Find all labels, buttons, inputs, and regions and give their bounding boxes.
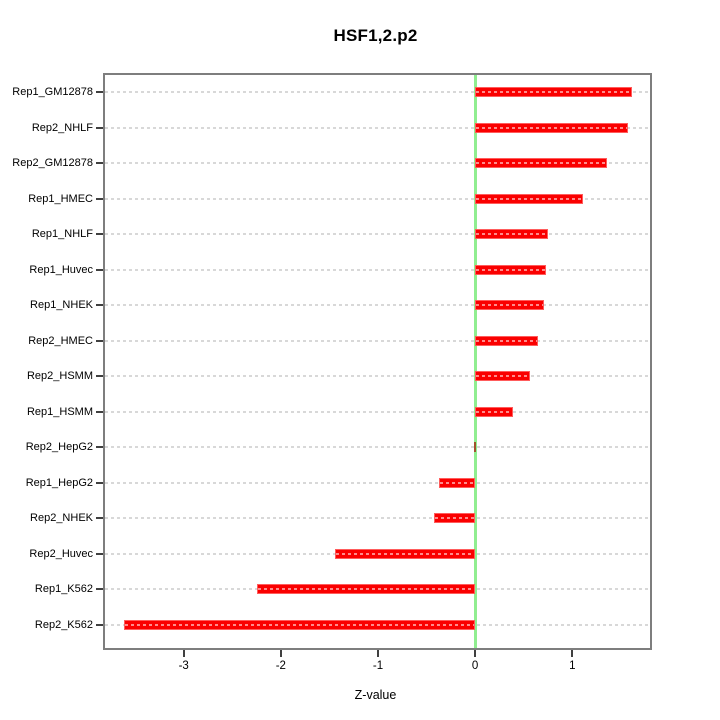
grid-line	[105, 197, 650, 200]
bar-grid-overlay	[476, 268, 546, 271]
bar-grid-overlay	[125, 623, 475, 626]
bar	[475, 335, 539, 346]
bar	[335, 548, 476, 559]
bar-grid-overlay	[476, 375, 530, 377]
bar-grid-overlay	[476, 233, 547, 235]
x-axis-label: Z-value	[354, 688, 397, 702]
bar	[475, 406, 513, 417]
grid-line	[105, 233, 650, 235]
grid-line	[105, 410, 650, 413]
y-axis-label: Rep2_NHEK	[30, 512, 93, 524]
y-axis-tick	[96, 481, 103, 484]
x-axis-tick	[376, 650, 379, 657]
y-axis-tick	[96, 623, 103, 626]
bar-grid-overlay	[435, 517, 475, 519]
grid-line	[105, 517, 650, 519]
y-axis-label: Rep1_GM12878	[12, 86, 93, 98]
bar	[256, 584, 476, 594]
plot-area	[103, 73, 652, 650]
grid-line	[105, 268, 650, 271]
grid-line	[105, 304, 650, 306]
bar-grid-overlay	[476, 126, 627, 129]
grid-line	[105, 162, 650, 164]
bar-grid-overlay	[257, 588, 475, 590]
y-axis-tick	[96, 410, 103, 413]
grid-line	[105, 339, 650, 342]
y-axis-label: Rep1_NHLF	[31, 228, 93, 240]
y-axis-label: Rep2_NHLF	[31, 121, 93, 134]
grid-line	[105, 375, 650, 377]
grid-line	[105, 481, 650, 484]
y-axis-tick	[96, 197, 103, 200]
bar	[475, 87, 632, 97]
bar	[124, 619, 476, 630]
y-axis-tick	[96, 233, 103, 235]
y-axis-label: Rep1_K562	[34, 583, 93, 595]
bar	[475, 193, 583, 204]
y-axis-label: Rep2_GM12878	[12, 157, 93, 169]
bar-grid-overlay	[336, 552, 475, 555]
y-axis-label: Rep1_HepG2	[25, 476, 93, 489]
zero-baseline-line	[473, 75, 477, 648]
bar	[434, 513, 476, 523]
y-axis-label: Rep1_NHEK	[30, 299, 93, 311]
bar	[475, 122, 628, 133]
bar	[475, 371, 531, 381]
bar	[475, 158, 608, 168]
y-axis-tick	[96, 126, 103, 129]
y-axis-label: Rep2_Huvec	[29, 547, 93, 560]
bar	[474, 442, 477, 452]
y-axis-tick	[96, 304, 103, 306]
y-axis-label: Rep2_HSMM	[26, 370, 93, 382]
y-axis-label: Rep2_HMEC	[28, 334, 93, 347]
y-axis-tick	[96, 268, 103, 271]
x-axis-tick-label: 0	[471, 660, 479, 672]
y-axis-tick	[96, 339, 103, 342]
grid-line	[105, 91, 650, 93]
bar	[475, 264, 547, 275]
y-axis-tick	[96, 91, 103, 93]
x-axis-tick-label: -2	[275, 660, 286, 672]
x-axis-tick	[571, 650, 574, 657]
bar-grid-overlay	[476, 304, 544, 306]
bar	[439, 477, 476, 488]
bar	[475, 300, 545, 310]
bar-grid-overlay	[476, 197, 582, 200]
x-axis-tick	[182, 650, 185, 657]
x-axis-tick	[279, 650, 282, 657]
y-axis-tick	[96, 588, 103, 590]
bar	[475, 229, 548, 239]
y-axis-tick	[96, 375, 103, 377]
y-axis-tick	[96, 517, 103, 519]
x-axis-tick	[474, 650, 477, 657]
y-axis-label: Rep2_HepG2	[25, 441, 93, 453]
chart-title: HSF1,2.p2	[333, 26, 418, 45]
grid-line	[105, 126, 650, 129]
x-axis-tick-label: -1	[372, 660, 384, 672]
bar-grid-overlay	[476, 162, 607, 164]
y-axis-label: Rep1_HSMM	[26, 405, 93, 418]
grid-line	[105, 446, 650, 448]
y-axis-label: Rep2_K562	[34, 618, 93, 631]
x-axis-tick-label: -3	[178, 660, 189, 672]
y-axis-tick	[96, 552, 103, 555]
y-axis-tick	[96, 162, 103, 164]
bar-grid-overlay	[440, 481, 475, 484]
y-axis-label: Rep1_Huvec	[29, 263, 93, 276]
bar-grid-overlay	[476, 339, 538, 342]
bar-grid-overlay	[476, 91, 631, 93]
bar-grid-overlay	[476, 410, 512, 413]
y-axis-tick	[96, 446, 103, 448]
x-axis-tick-label: 1	[569, 660, 576, 672]
y-axis-label: Rep1_HMEC	[28, 192, 93, 205]
